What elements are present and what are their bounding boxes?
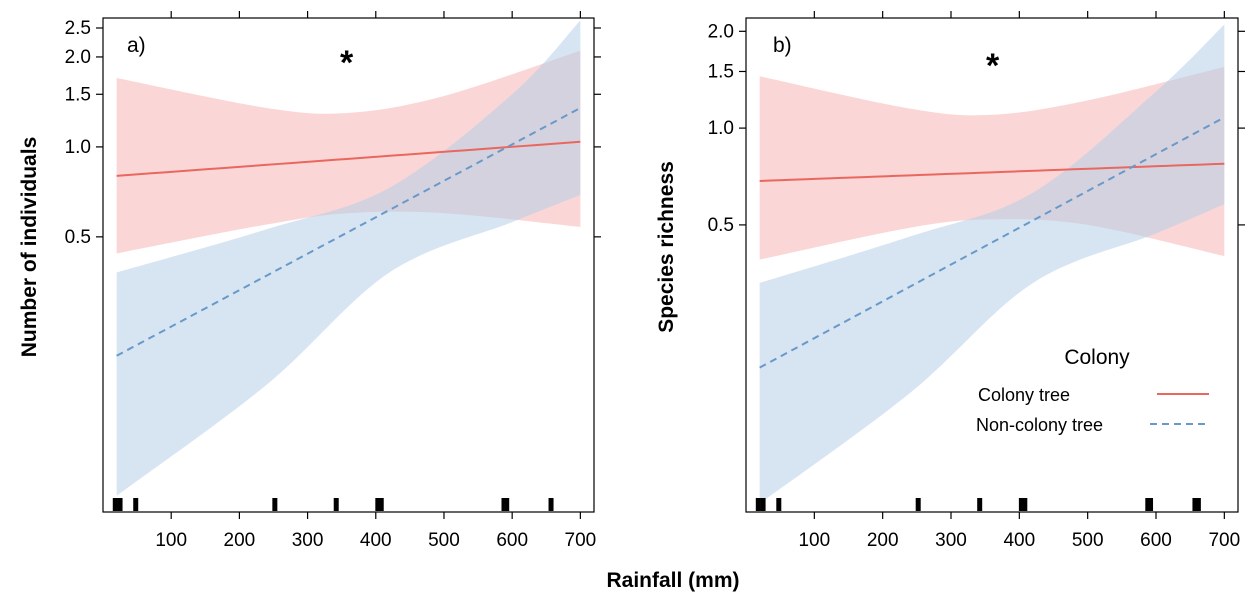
panel-b-rug-mark (755, 498, 761, 511)
panel-b-line-colony-tree (759, 162, 1225, 182)
panel-a-y-tick-label: 1.0 (65, 137, 91, 158)
panel-b-x-tick-label: 600 (1140, 530, 1172, 551)
panel-a-x-tick-label: 500 (428, 530, 460, 551)
panel-a-rug-mark (112, 498, 118, 511)
panel-b-rug-mark (1022, 498, 1028, 511)
panel-b-bands (759, 24, 1225, 504)
legend: Colony Colony tree Non-colony tree (976, 346, 1209, 435)
panel-b-x-tick-label: 300 (935, 530, 967, 551)
panel-a-y-tick-label: 2.0 (65, 47, 91, 68)
panel-b-rug-mark (1195, 498, 1201, 511)
panel-b-y-tick-label: 1.5 (708, 61, 734, 82)
panel-b-rug-mark (915, 498, 921, 511)
legend-title: Colony (1064, 346, 1130, 369)
panel-b-rug-mark (776, 498, 782, 511)
panel-b-rug-mark (1145, 498, 1151, 511)
panel-a-lines (116, 107, 581, 357)
panel-a-axes: 100 200 300 400 500 600 700 0.5 1.0 1.5 2.0 2.5 (65, 11, 601, 551)
panel-a-rug-mark (133, 498, 139, 511)
panel-a-line-non-colony-tree (116, 107, 581, 357)
panel-b-rug-mark (1148, 498, 1154, 511)
panel-a-rug-mark (375, 498, 381, 511)
panel-b-line-non-colony-tree (759, 116, 1225, 369)
panel-b-lines (759, 116, 1225, 369)
panel-a-frame (102, 17, 595, 513)
panel-b-rug-mark (1018, 498, 1024, 511)
panel-a-rug-mark (548, 498, 554, 511)
legend-label-colony-tree: Colony tree (978, 385, 1070, 405)
panel-b-ylabel: Species richness (655, 161, 678, 333)
panel-a-rug-mark (117, 498, 123, 511)
panel-b-frame (745, 17, 1239, 513)
panel-b: 100 200 300 400 500 600 700 0.5 1.0 1.5 2.0 b) * S… (655, 11, 1245, 551)
panel-b-rug-mark (1192, 498, 1198, 511)
panel-b-ci-band-non-colony-tree (759, 24, 1225, 504)
panel-a-bands (116, 20, 581, 496)
panel-b-x-tick-label: 100 (798, 530, 830, 551)
panel-b-x-tick-label: 700 (1208, 530, 1240, 551)
panel-a-y-tick-label: 0.5 (65, 227, 91, 248)
panel-b-x-tick-label: 500 (1072, 530, 1104, 551)
x-axis-title: Rainfall (mm) (606, 569, 739, 592)
panel-b-x-tick-label: 400 (1003, 530, 1035, 551)
panel-a-rug-mark (504, 498, 510, 511)
panel-b-rug-mark (977, 498, 983, 511)
panel-a-significance-mark: * (340, 44, 354, 82)
panel-a-y-tick-label: 1.5 (65, 84, 91, 105)
panel-b-y-tick-label: 2.0 (708, 21, 734, 42)
panel-a-x-tick-label: 700 (565, 530, 597, 551)
panel-a-x-tick-label: 200 (224, 530, 256, 551)
panel-b-significance-mark: * (986, 47, 1000, 85)
panel-a-ci-band-non-colony-tree (116, 20, 581, 496)
panel-a-y-tick-label: 2.5 (65, 18, 91, 39)
panel-a-rug-mark (272, 498, 278, 511)
panel-a-rug-mark (333, 498, 339, 511)
panel-b-rug (755, 498, 1201, 511)
panel-a-line-colony-tree (116, 140, 581, 177)
panel-a-rug-mark (501, 498, 507, 511)
panel-b-label: b) (773, 34, 792, 57)
legend-label-non-colony-tree: Non-colony tree (976, 415, 1103, 435)
panel-b-rug-mark (760, 498, 766, 511)
panel-a-x-tick-label: 400 (360, 530, 392, 551)
panel-a-rug (112, 498, 554, 511)
panel-a-x-tick-label: 100 (155, 530, 187, 551)
panel-a-rug-mark (378, 498, 384, 511)
panel-a-x-tick-label: 600 (496, 530, 528, 551)
panel-a-label: a) (127, 34, 146, 57)
panel-b-axes: 100 200 300 400 500 600 700 0.5 1.0 1.5 2.0 (708, 11, 1245, 551)
panel-a-ylabel: Number of individuals (18, 137, 41, 358)
panel-b-y-tick-label: 1.0 (708, 118, 734, 139)
panel-b-x-tick-label: 200 (867, 530, 899, 551)
panel-b-y-tick-label: 0.5 (708, 215, 734, 236)
panel-a-x-tick-label: 300 (292, 530, 324, 551)
